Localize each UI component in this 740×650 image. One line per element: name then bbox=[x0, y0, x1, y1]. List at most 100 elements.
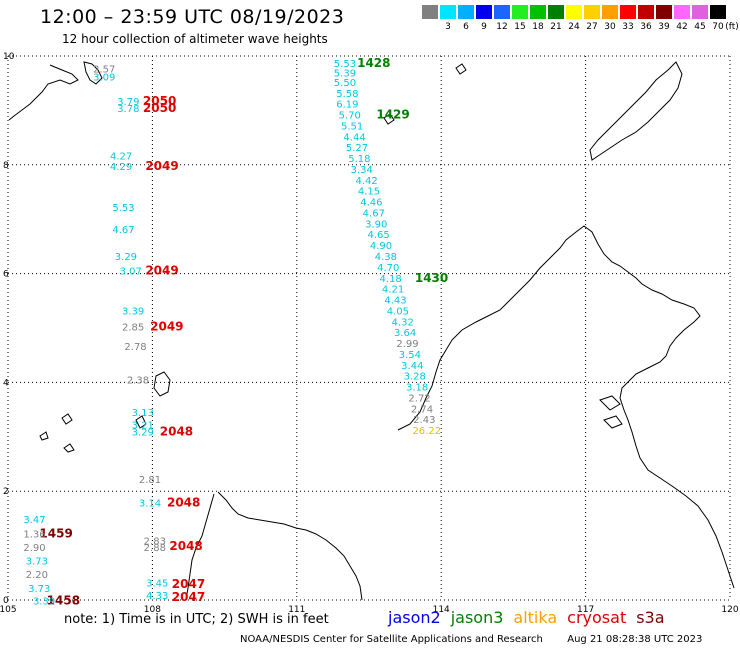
wave-height-value: 3.45 bbox=[146, 578, 168, 589]
wave-height-value: 3.21 bbox=[132, 421, 154, 432]
wave-height-value: 5.39 bbox=[334, 69, 356, 80]
coastline-vietnam bbox=[8, 61, 103, 121]
color-scale-swatch bbox=[476, 5, 492, 19]
color-scale-label: 33 bbox=[622, 22, 634, 32]
track-time-label: 2050 bbox=[143, 101, 176, 115]
track-time-label: 2049 bbox=[150, 320, 183, 334]
coastline-borneo bbox=[397, 225, 735, 589]
wave-height-value: 3.29 bbox=[132, 428, 154, 439]
legend-item-altika: altika bbox=[513, 608, 558, 627]
wave-height-value: 5.50 bbox=[334, 78, 356, 89]
track-time-label: 2047 bbox=[172, 577, 205, 591]
wave-height-value: 2.88 bbox=[144, 543, 166, 554]
color-scale-label: 30 bbox=[604, 22, 616, 32]
coastline-palawan bbox=[589, 61, 683, 161]
wave-height-value: 4.67 bbox=[112, 225, 134, 236]
color-scale-label: 27 bbox=[586, 22, 598, 32]
color-scale-label: 12 bbox=[496, 22, 508, 32]
wave-height-value: 6.19 bbox=[336, 100, 358, 111]
wave-height-value: 4.05 bbox=[387, 306, 409, 317]
wave-height-value: 3.09 bbox=[93, 72, 115, 83]
wave-height-value: 3.13 bbox=[132, 408, 154, 419]
color-scale-swatch bbox=[602, 5, 618, 19]
coastline-islands-sulu bbox=[599, 395, 623, 429]
track-time-label: 1429 bbox=[376, 108, 409, 122]
wave-height-value: 5.18 bbox=[348, 154, 370, 165]
track-time-label: 2049 bbox=[145, 159, 178, 173]
wave-height-value: 5.58 bbox=[336, 89, 358, 100]
generated-timestamp: Aug 21 08:28:38 UTC 2023 bbox=[567, 634, 703, 645]
coastlines bbox=[8, 61, 735, 601]
wave-height-value: 4.42 bbox=[355, 176, 377, 187]
color-scale-swatch bbox=[638, 5, 654, 19]
color-scale-label: 18 bbox=[532, 22, 544, 32]
longitude-tick-label: 105 bbox=[0, 605, 17, 615]
wave-height-value: 3.90 bbox=[365, 219, 387, 230]
latitude-tick-label: 10 bbox=[3, 52, 15, 62]
wave-height-value: 2.90 bbox=[23, 543, 45, 554]
legend-item-jason3: jason3 bbox=[450, 608, 504, 627]
wave-height-value: 3.39 bbox=[33, 596, 55, 607]
wave-height-value: 3.64 bbox=[394, 328, 416, 339]
wave-height-value: 3.78 bbox=[117, 104, 139, 115]
legend-item-s3a: s3a bbox=[636, 608, 665, 627]
track-time-label: 2049 bbox=[145, 264, 178, 278]
map-title: 12:00 – 23:59 UTC 08/19/2023 bbox=[40, 6, 345, 28]
color-scale-label: 21 bbox=[550, 22, 562, 32]
wave-height-value: 4.27 bbox=[110, 151, 132, 162]
color-scale-swatch bbox=[674, 5, 690, 19]
wave-height-value: 5.70 bbox=[339, 111, 361, 122]
wave-height-value: 3.39 bbox=[122, 306, 144, 317]
color-scale-swatch bbox=[566, 5, 582, 19]
wave-height-value: 3.44 bbox=[401, 361, 423, 372]
color-scale-label: 39 bbox=[658, 22, 670, 32]
wave-height-values: 2.573.095.535.395.505.586.195.705.514.44… bbox=[23, 59, 441, 607]
color-scale-label: 70 bbox=[712, 22, 724, 32]
color-scale-swatch bbox=[692, 5, 708, 19]
wave-height-value: 4.29 bbox=[110, 162, 132, 173]
wave-height-value: 3.29 bbox=[115, 252, 137, 263]
wave-height-value: 5.51 bbox=[341, 121, 363, 132]
coastline-islands-west bbox=[39, 413, 75, 453]
latitude-tick-label: 6 bbox=[3, 270, 9, 280]
wave-height-value: 2.83 bbox=[144, 537, 166, 548]
coastline-sumatra bbox=[217, 491, 363, 601]
wave-height-value: 4.33 bbox=[146, 591, 168, 602]
wave-height-value: 1.36 bbox=[23, 529, 45, 540]
wave-height-value: 2.78 bbox=[124, 342, 146, 353]
wave-height-value: 4.44 bbox=[343, 132, 365, 143]
wave-height-value: 5.53 bbox=[112, 203, 134, 214]
track-time-label: 1459 bbox=[39, 526, 72, 540]
longitude-tick-label: 108 bbox=[144, 605, 161, 615]
satellite-legend: jason2 jason3 altika cryosat s3a bbox=[388, 608, 675, 627]
wave-height-value: 3.14 bbox=[139, 498, 161, 509]
wave-height-value: 4.67 bbox=[363, 208, 385, 219]
wave-height-value: 3.07 bbox=[120, 267, 142, 278]
wave-height-value: 2.20 bbox=[26, 570, 48, 581]
wave-height-value: 4.43 bbox=[384, 296, 406, 307]
track-time-label: 2048 bbox=[160, 425, 193, 439]
wave-height-value: 5.27 bbox=[346, 143, 368, 154]
latitude-tick-label: 0 bbox=[3, 596, 9, 606]
gridlines bbox=[7, 55, 731, 601]
color-scale-swatch bbox=[548, 5, 564, 19]
wave-height-value: 3.18 bbox=[406, 383, 428, 394]
color-scale-label: 45 bbox=[694, 22, 706, 32]
credit-text: NOAA/NESDIS Center for Satellite Applica… bbox=[240, 634, 543, 645]
color-scale-label: 36 bbox=[640, 22, 652, 32]
color-scale-unit: (ft) bbox=[725, 22, 739, 32]
wave-height-value: 3.79 bbox=[117, 97, 139, 108]
coastline-natuna bbox=[135, 371, 171, 429]
wave-height-value: 2.85 bbox=[122, 323, 144, 334]
color-scale-swatch bbox=[494, 5, 510, 19]
color-scale-swatch bbox=[440, 5, 456, 19]
color-scale-label: 9 bbox=[481, 22, 487, 32]
legend-item-jason2: jason2 bbox=[388, 608, 441, 627]
track-time-label: 2047 bbox=[172, 590, 205, 604]
color-scale-label: 3 bbox=[445, 22, 451, 32]
axis-tick-labels: 105 108 111 114 117 120 0 2 4 6 8 10 bbox=[0, 52, 739, 615]
color-scale-swatch bbox=[512, 5, 528, 19]
wave-height-value: 4.65 bbox=[367, 230, 389, 241]
